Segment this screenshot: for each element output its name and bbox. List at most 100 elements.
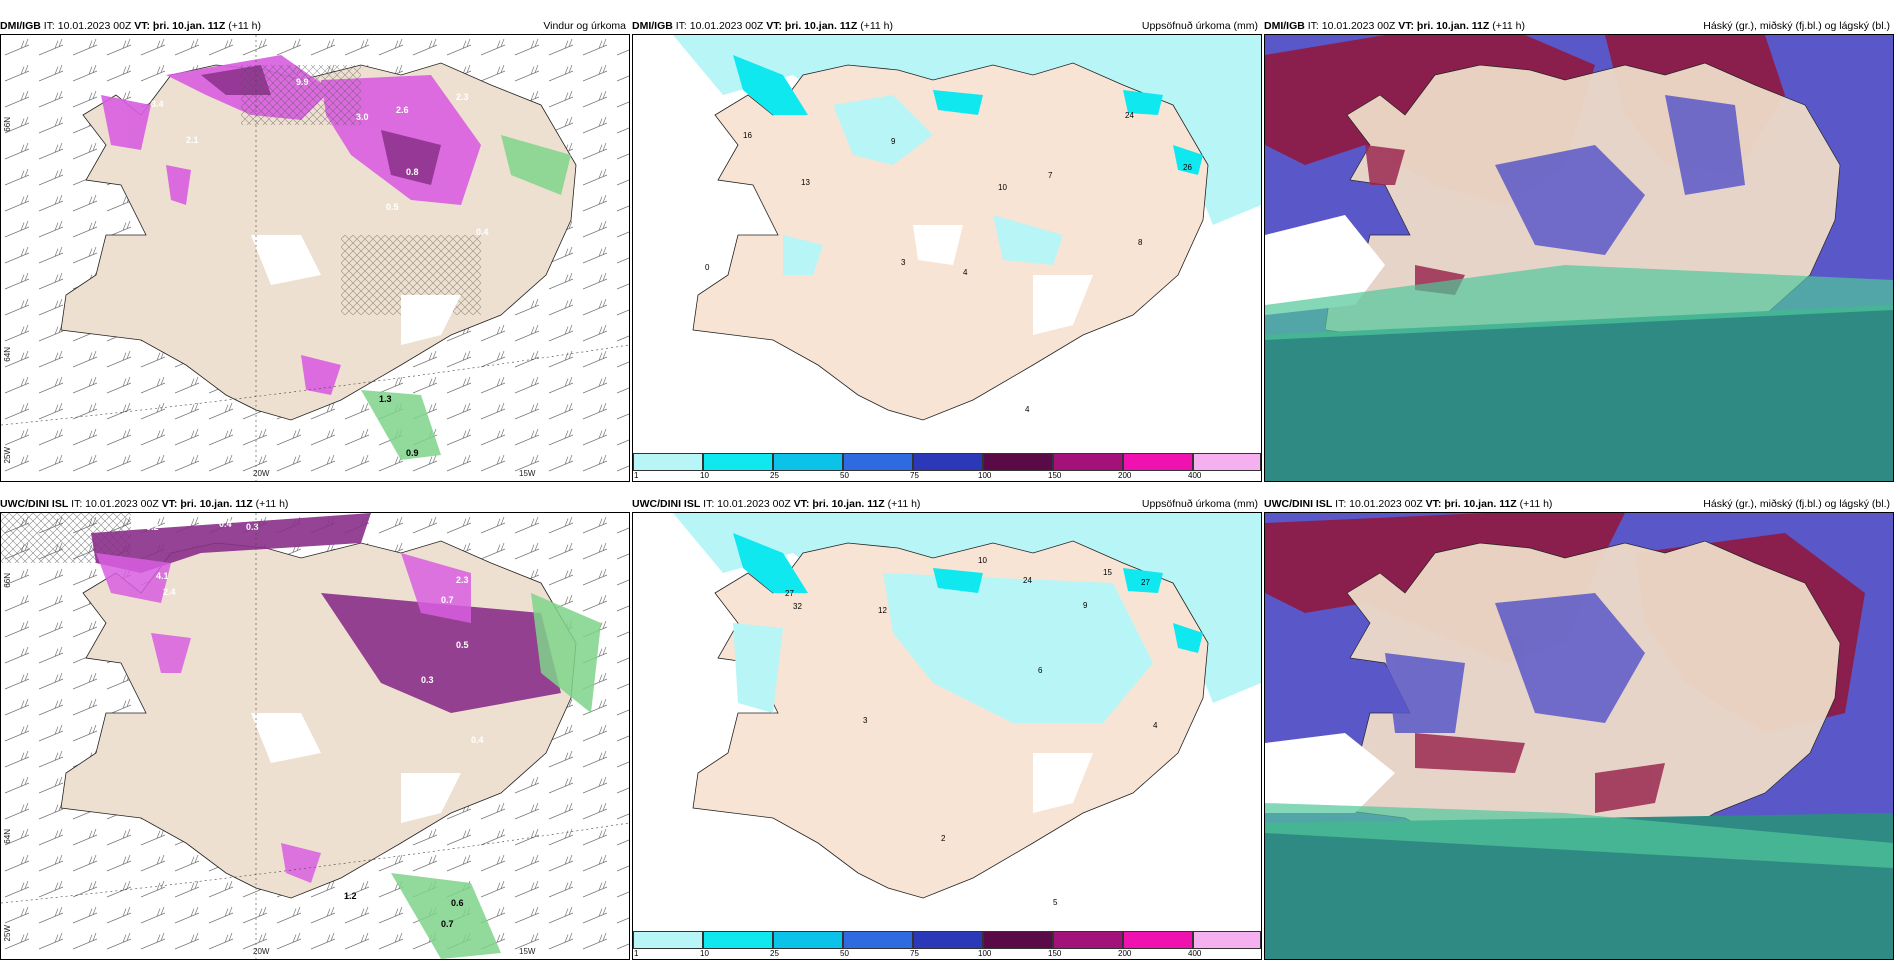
accum-value: 2 [941,834,946,843]
colorbar-tick: 25 [770,949,779,958]
panel-title: Uppsöfnuð úrkoma (mm) [1141,20,1258,32]
moderate-precip [733,55,1203,175]
accum-map-svg: 16 13 9 10 7 24 26 8 4 3 0 4 [633,35,1261,451]
precip-value: 0.4 [219,519,232,529]
colorbar-tick: 50 [840,949,849,958]
lat-label: 64N [3,347,12,362]
precip-value: 2.3 [456,575,469,585]
colorbar-tick: 400 [1188,949,1202,958]
lon-label: 25W [3,447,12,464]
source-label: DMI/IGB [1264,20,1305,32]
lon-label: 20W [253,947,270,956]
precip-value: 0.5 [456,640,469,650]
valid-time: VT: þri. 10.jan. 11Z [161,498,253,510]
accum-value: 8 [1138,238,1143,247]
precip-value: 0.2 [146,522,159,532]
lon-label: 15W [519,947,536,956]
init-time: IT: 10.01.2023 00Z [675,20,764,32]
precip-value: 0.6 [451,898,464,908]
map-accum-uwc: 27 32 12 10 24 27 15 9 6 3 2 4 5 [632,512,1262,960]
light-precip-inland [733,573,1153,723]
precip-value: 2.6 [396,105,409,115]
map-accum-dmi: 16 13 9 10 7 24 26 8 4 3 0 4 [632,34,1262,482]
panel-header: DMI/IGB IT: 10.01.2023 00Z VT: þri. 10.j… [1264,18,1894,34]
panel-uwc-accum: UWC/DINI ISL IT: 10.01.2023 00Z VT: þri.… [632,496,1262,961]
precip-green [391,593,601,959]
precip-value: 0.4 [471,735,484,745]
panel-header: DMI/IGB IT: 10.01.2023 00Z VT: þri. 10.j… [632,18,1262,34]
lat-label: 66N [3,573,12,588]
colorbar-bin [1193,931,1261,949]
colorbar: 1 10 25 50 75 100 150 200 400 [633,929,1261,959]
accum-value: 12 [878,606,887,615]
source-label: DMI/IGB [0,20,41,32]
panel-header: UWC/DINI ISL IT: 10.01.2023 00Z VT: þri.… [1264,496,1894,512]
moderate-precip [733,533,1203,653]
init-time: IT: 10.01.2023 00Z [703,498,791,510]
low-cloud [1265,305,1893,481]
colorbar-bin [703,453,773,471]
panel-title: Vindur og úrkoma [543,20,626,32]
precip-value: 0.4 [476,227,489,237]
accum-value: 26 [1183,163,1192,172]
lead-time: (+11 h) [887,498,921,510]
panel-dmi-accum: DMI/IGB IT: 10.01.2023 00Z VT: þri. 10.j… [632,18,1262,483]
lead-time: (+11 h) [860,20,894,32]
panel-header: UWC/DINI ISL IT: 10.01.2023 00Z VT: þri.… [0,496,630,512]
precip-value: 1.2 [344,891,357,901]
init-time: IT: 10.01.2023 00Z [1335,498,1423,510]
accum-value: 4 [1153,721,1158,730]
valid-time: VT: þri. 10.jan. 11Z [793,498,885,510]
colorbar-tick: 150 [1048,949,1062,958]
panel-title: Háský (gr.), miðský (fj.bl.) og lágský (… [1703,20,1890,32]
precip-green [361,135,571,460]
colorbar-tick: 1 [634,471,639,480]
precip-value: 2.1 [186,135,199,145]
colorbar-bin [1193,453,1261,471]
precip-dark [91,513,561,713]
mid-cloud [1495,95,1745,255]
cloud-map-svg [1265,35,1893,481]
colorbar-tick: 200 [1118,471,1132,480]
precip-value: 2.3 [456,92,469,102]
panel-header: UWC/DINI ISL IT: 10.01.2023 00Z VT: þri.… [632,496,1262,512]
accum-value: 9 [1083,601,1088,610]
source-label: DMI/IGB [632,20,673,32]
accum-value: 0 [705,263,710,272]
accum-value: 15 [1103,568,1112,577]
low-cloud-edge [1265,803,1893,868]
colorbar-tick: 200 [1118,949,1132,958]
colorbar-bin [703,931,773,949]
accum-value: 9 [891,137,896,146]
map-clouds-dmi [1264,34,1894,482]
precip-value: 0.7 [441,595,454,605]
accum-value: 10 [998,183,1007,192]
colorbar-tick: 400 [1188,471,1202,480]
lat-label: 64N [3,829,12,844]
panel-dmi-wind: DMI/IGB IT: 10.01.2023 00Z VT: þri. 10.j… [0,18,630,483]
precip-value: 4.1 [156,571,169,581]
clear-sky [1265,215,1385,315]
colorbar: 1 10 25 50 75 100 150 200 400 [633,451,1261,481]
wind-map-svg: 0.2 0.4 0.3 4.1 2.4 2.3 0.7 0.5 0.3 0.4 … [1,513,629,959]
source-label: UWC/DINI ISL [1264,498,1333,510]
precip-value: 2.4 [163,587,176,597]
colorbar-bin [773,453,843,471]
precip-value: 0.8 [406,167,419,177]
accum-value: 32 [793,602,802,611]
accum-value: 13 [801,178,810,187]
colorbar-bin [773,931,843,949]
accum-value: 27 [1141,578,1150,587]
lon-label: 20W [253,469,270,478]
mid-cloud [1385,593,1645,733]
colorbar-tick: 1 [634,949,639,958]
colorbar-tick: 75 [910,471,919,480]
lead-time: (+11 h) [255,498,289,510]
colorbar-tick: 150 [1048,471,1062,480]
low-cloud-edge [1265,265,1893,340]
colorbar-bin [1053,931,1123,949]
accum-value: 4 [963,268,968,277]
accum-value: 3 [863,716,868,725]
accum-value: 3 [901,258,906,267]
precip-value: 3.4 [151,99,164,109]
